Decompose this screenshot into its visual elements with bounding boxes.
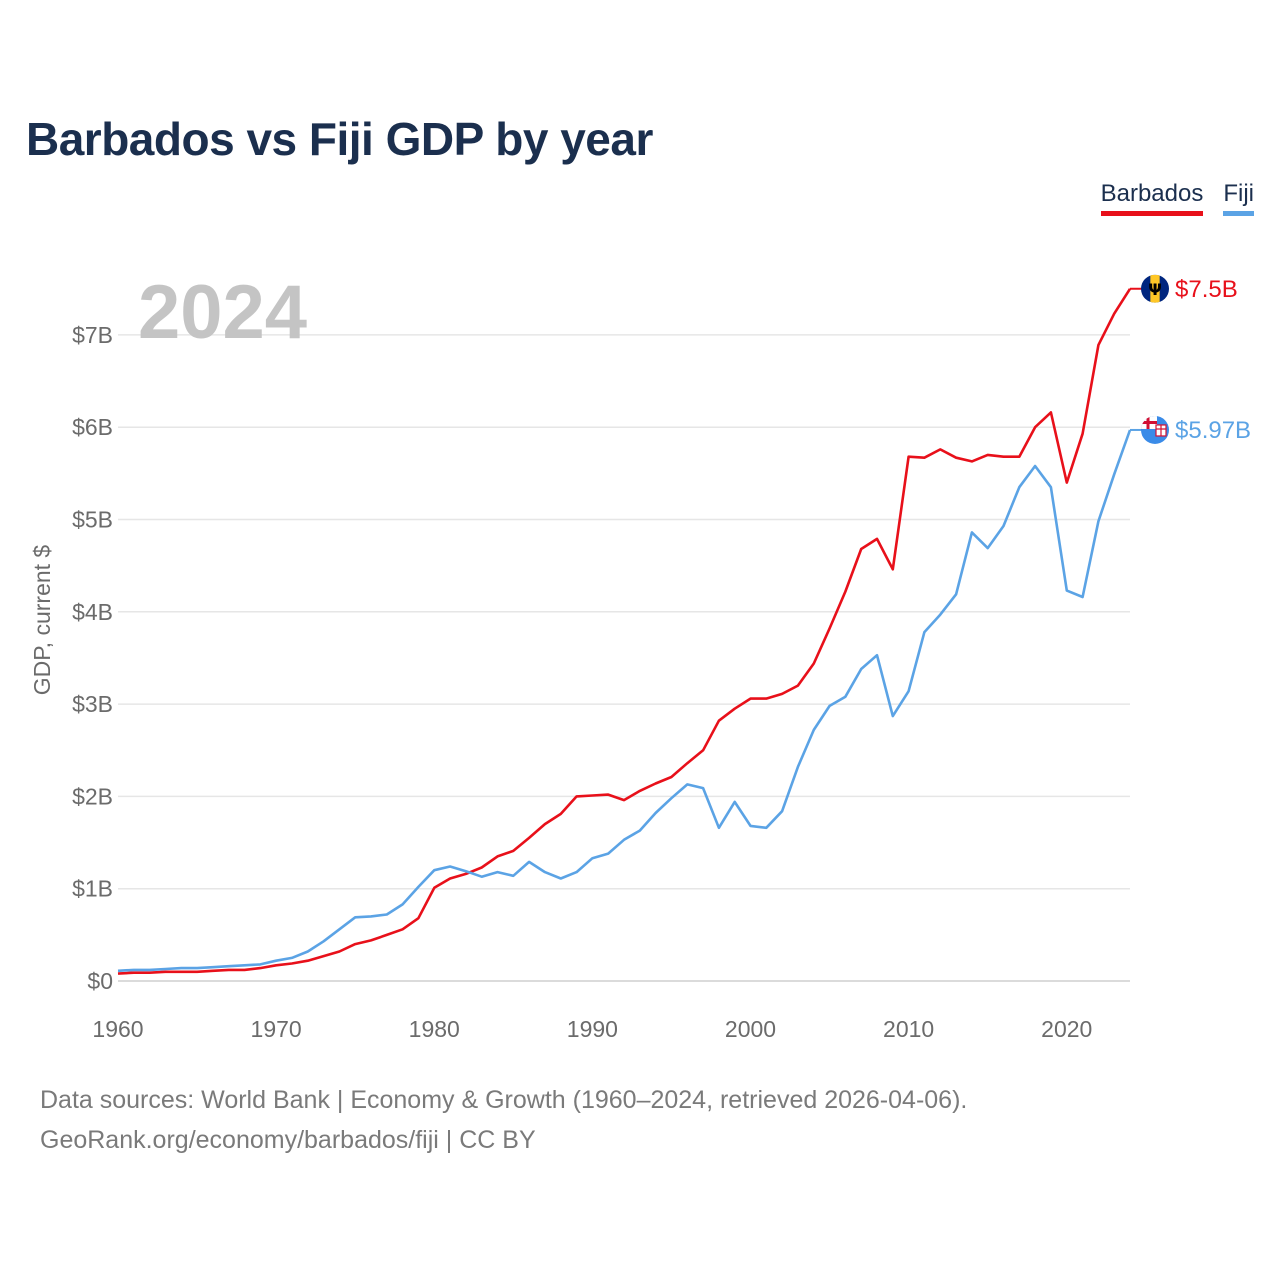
x-tick-label: 1960 bbox=[92, 1016, 143, 1042]
footer-sources: Data sources: World Bank | Economy & Gro… bbox=[40, 1086, 968, 1114]
series-line-barbados bbox=[117, 288, 1132, 975]
year-watermark: 2024 bbox=[138, 270, 307, 355]
y-axis-ticks: $0 $1B $2B $3B $4B $5B $6B $7B bbox=[72, 322, 113, 994]
footer: Data sources: World Bank | Economy & Gro… bbox=[40, 1080, 967, 1160]
y-tick-label: $5B bbox=[72, 507, 113, 533]
y-tick-label: $3B bbox=[72, 691, 113, 717]
x-tick-label: 2010 bbox=[883, 1016, 934, 1042]
y-axis-label: GDP, current $ bbox=[29, 545, 55, 696]
fiji-flag-icon bbox=[1141, 415, 1169, 444]
x-tick-label: 2000 bbox=[725, 1016, 776, 1042]
chart-title: Barbados vs Fiji GDP by year bbox=[26, 113, 653, 165]
y-tick-label: $4B bbox=[72, 599, 113, 625]
series-lines bbox=[117, 288, 1132, 975]
x-tick-label: 1980 bbox=[409, 1016, 460, 1042]
footer-credit[interactable]: GeoRank.org/economy/barbados/fiji | CC B… bbox=[40, 1126, 536, 1154]
legend: Barbados Fiji bbox=[1100, 180, 1254, 216]
end-markers: Ψ $7.5B $5.97B bbox=[1130, 274, 1251, 444]
y-tick-label: $1B bbox=[72, 876, 113, 902]
svg-text:Ψ: Ψ bbox=[1148, 280, 1162, 299]
x-tick-label: 1970 bbox=[251, 1016, 302, 1042]
legend-item-fiji[interactable]: Fiji bbox=[1223, 180, 1254, 216]
legend-item-barbados[interactable]: Barbados bbox=[1100, 180, 1204, 216]
end-value-label-fiji: $5.97B bbox=[1175, 417, 1251, 444]
y-tick-label: $7B bbox=[72, 322, 113, 348]
y-tick-label: $0 bbox=[87, 968, 113, 994]
gridlines bbox=[118, 334, 1130, 982]
y-tick-label: $2B bbox=[72, 783, 113, 809]
end-value-label-barbados: $7.5B bbox=[1175, 276, 1238, 303]
series-line-fiji bbox=[117, 429, 1132, 973]
barbados-flag-icon: Ψ bbox=[1141, 274, 1169, 303]
x-tick-label: 2020 bbox=[1041, 1016, 1092, 1042]
y-tick-label: $6B bbox=[72, 414, 113, 440]
x-axis-ticks: 1960 1970 1980 1990 2000 2010 2020 bbox=[92, 1016, 1092, 1042]
x-tick-label: 1990 bbox=[567, 1016, 618, 1042]
